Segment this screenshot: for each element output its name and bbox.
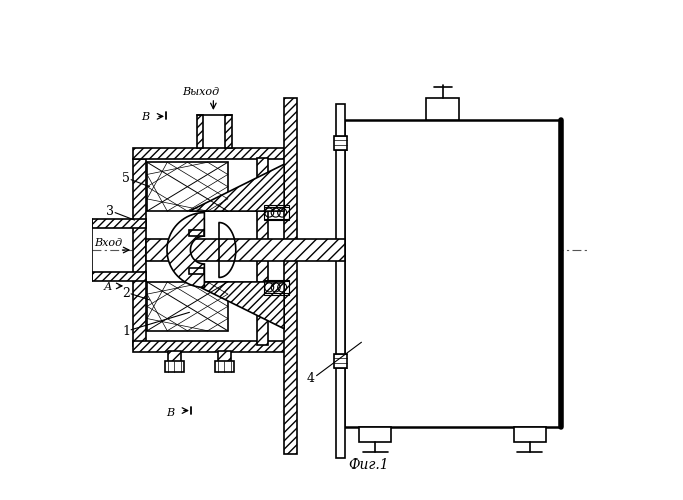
Bar — [257, 158, 268, 344]
Bar — [133, 148, 285, 159]
Bar — [168, 351, 181, 364]
Bar — [218, 351, 231, 364]
Bar — [284, 98, 296, 455]
Text: 2: 2 — [122, 288, 130, 300]
Bar — [264, 280, 289, 295]
Polygon shape — [167, 212, 204, 288]
Bar — [147, 282, 228, 331]
Text: В: В — [166, 408, 174, 418]
Bar — [189, 230, 204, 236]
Bar — [264, 205, 289, 220]
Bar — [344, 120, 561, 427]
Text: Фиг.1: Фиг.1 — [348, 458, 389, 472]
Bar — [92, 218, 146, 228]
Text: Вход: Вход — [94, 238, 122, 248]
Bar — [333, 136, 348, 150]
Bar — [197, 116, 204, 148]
Text: 3: 3 — [106, 205, 114, 218]
Bar — [333, 354, 348, 368]
Bar — [146, 239, 346, 261]
Bar — [335, 104, 346, 458]
Polygon shape — [189, 164, 284, 211]
Bar — [514, 427, 546, 442]
Bar — [225, 116, 232, 148]
Bar — [133, 159, 145, 346]
Text: В: В — [141, 112, 149, 122]
Bar — [359, 427, 391, 442]
Bar — [165, 361, 184, 372]
Bar — [92, 272, 146, 281]
Text: Выход: Выход — [182, 88, 219, 98]
Polygon shape — [189, 282, 284, 329]
Bar — [133, 341, 285, 352]
Text: 5: 5 — [122, 172, 130, 185]
Text: 4: 4 — [307, 372, 315, 385]
Bar — [189, 268, 204, 274]
Text: А: А — [103, 282, 111, 292]
Bar — [147, 162, 228, 211]
Text: 1: 1 — [122, 325, 130, 338]
Bar — [215, 361, 234, 372]
Bar — [426, 98, 459, 120]
